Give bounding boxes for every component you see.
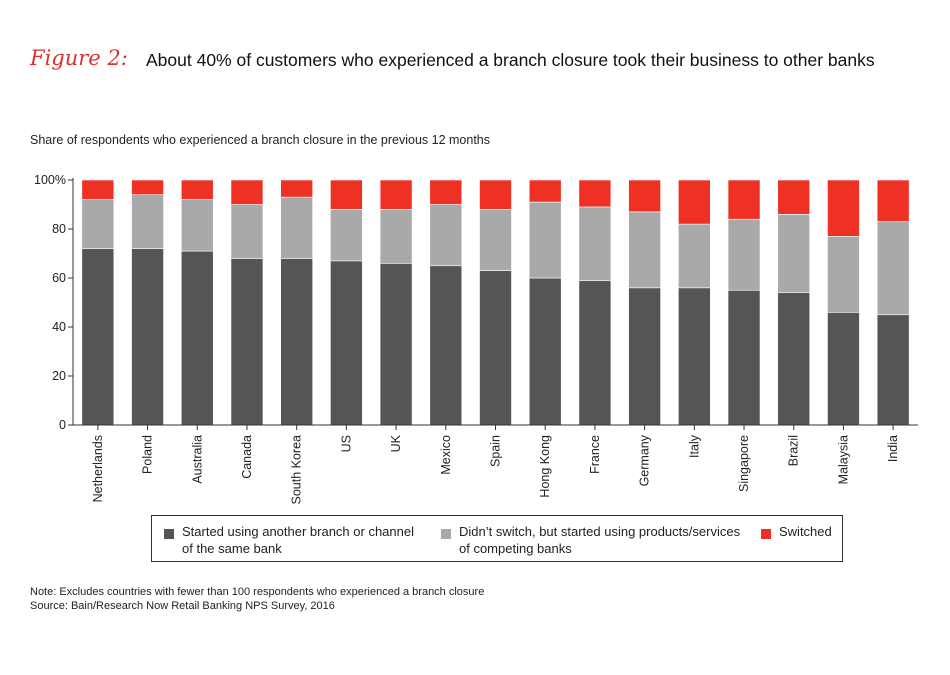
bar-same-bank-brazil [777, 292, 811, 426]
chart-legend: Started using another branch or channel … [151, 515, 843, 562]
bar-competing-malaysia [827, 236, 860, 313]
bar-same-bank-netherlands [81, 248, 115, 426]
x-label-india: India [886, 435, 900, 462]
x-label-canada: Canada [240, 435, 254, 479]
bar-switched-us [330, 179, 363, 210]
bar-switched-mexico [429, 179, 463, 205]
bar-same-bank-mexico [429, 265, 463, 426]
y-tick-label-80: 80 [52, 222, 66, 236]
bar-same-bank-south-korea [280, 258, 313, 426]
y-tick-label-40: 40 [52, 320, 66, 334]
bar-switched-malaysia [827, 179, 860, 237]
x-label-mexico: Mexico [439, 435, 453, 475]
bar-competing-italy [678, 223, 711, 289]
bar-competing-brazil [777, 214, 811, 294]
bar-same-bank-germany [628, 287, 661, 426]
bar-competing-hong-kong [528, 201, 562, 279]
bar-competing-australia [180, 199, 214, 252]
x-label-singapore: Singapore [737, 435, 751, 492]
bar-competing-uk [379, 209, 413, 264]
x-label-poland: Poland [141, 435, 155, 474]
bar-same-bank-australia [180, 250, 214, 426]
x-label-malaysia: Malaysia [836, 435, 850, 484]
bar-competing-india [876, 221, 910, 316]
chart-note: Note: Excludes countries with fewer than… [30, 586, 485, 598]
x-label-australia: Australia [190, 435, 204, 484]
bar-switched-poland [131, 179, 164, 195]
y-tick-label-100: 100% [34, 173, 66, 187]
x-label-france: France [588, 435, 602, 474]
legend-swatch-competing [441, 529, 451, 539]
bar-competing-canada [230, 204, 264, 259]
x-label-spain: Spain [489, 435, 503, 467]
y-tick-label-20: 20 [52, 369, 66, 383]
bar-same-bank-spain [479, 270, 512, 426]
bar-competing-poland [131, 194, 164, 249]
legend-label-same-bank-line1: Started using another branch or channel [182, 524, 414, 539]
x-label-italy: Italy [687, 434, 701, 458]
bar-competing-germany [628, 211, 661, 289]
legend-label-competing-line2: of competing banks [459, 541, 572, 556]
bar-switched-australia [180, 179, 214, 200]
bar-switched-france [578, 179, 612, 208]
bar-switched-italy [678, 179, 711, 225]
bar-switched-south-korea [280, 179, 313, 198]
bar-same-bank-singapore [727, 289, 761, 426]
bar-competing-netherlands [81, 199, 115, 249]
bar-same-bank-hong-kong [528, 277, 562, 426]
bar-competing-france [578, 206, 612, 281]
chart-title: About 40% of customers who experienced a… [146, 50, 875, 70]
x-label-netherlands: Netherlands [91, 435, 105, 502]
bar-switched-brazil [777, 179, 811, 215]
y-tick-label-60: 60 [52, 271, 66, 285]
bar-same-bank-us [330, 260, 363, 426]
bar-competing-singapore [727, 218, 761, 291]
bar-competing-mexico [429, 204, 463, 267]
legend-label-switched: Switched [779, 524, 832, 539]
x-label-south-korea: South Korea [290, 435, 304, 505]
legend-label-same-bank-line2: of the same bank [182, 541, 282, 556]
bar-switched-spain [479, 179, 512, 210]
bar-same-bank-malaysia [827, 311, 860, 426]
bar-competing-south-korea [280, 196, 313, 259]
bar-switched-canada [230, 179, 264, 205]
legend-swatch-switched [761, 529, 771, 539]
bar-competing-spain [479, 209, 512, 271]
bar-same-bank-italy [678, 287, 711, 426]
bar-same-bank-france [578, 280, 612, 426]
chart-subtitle: Share of respondents who experienced a b… [30, 133, 491, 147]
x-label-uk: UK [389, 434, 403, 452]
bar-switched-germany [628, 179, 661, 213]
bar-switched-india [876, 179, 910, 222]
bar-switched-singapore [727, 179, 761, 220]
bar-switched-netherlands [81, 179, 115, 200]
bar-same-bank-india [876, 314, 910, 426]
bar-switched-hong-kong [528, 179, 562, 203]
bar-same-bank-canada [230, 258, 264, 426]
legend-label-competing-line1: Didn’t switch, but started using product… [459, 524, 741, 539]
chart-source: Source: Bain/Research Now Retail Banking… [30, 600, 335, 612]
x-label-brazil: Brazil [787, 435, 801, 466]
bar-same-bank-poland [131, 248, 164, 426]
legend-swatch-same-bank [164, 529, 174, 539]
bar-same-bank-uk [379, 262, 413, 426]
figure-label: Figure 2: [30, 46, 128, 70]
x-label-us: US [339, 435, 353, 452]
stacked-bar-chart: 0 20 40 60 80 100% Netherlands Poland Australia C… [34, 173, 918, 505]
x-label-hong-kong: Hong Kong [538, 435, 552, 498]
bar-switched-uk [379, 179, 413, 210]
x-label-germany: Germany [638, 434, 652, 486]
bar-competing-us [330, 209, 363, 262]
y-tick-label-0: 0 [59, 418, 66, 432]
